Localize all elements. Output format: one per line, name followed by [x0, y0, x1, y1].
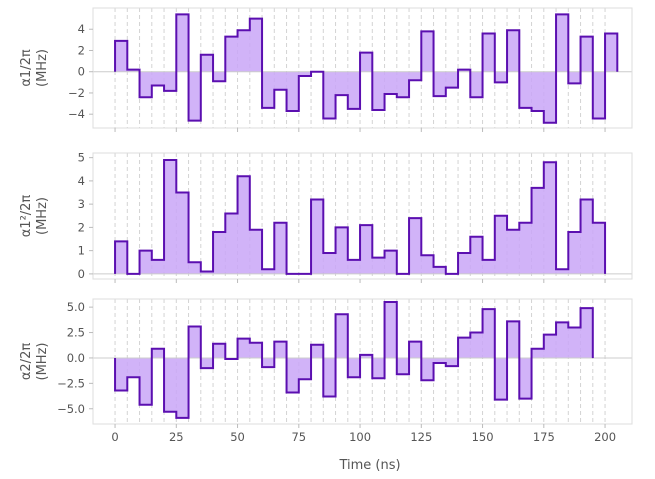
y-tick-label: 3	[78, 197, 85, 211]
y-tick-label: 2	[78, 220, 85, 234]
x-tick-label: 0	[111, 430, 118, 444]
y-tick-label: 2.5	[67, 326, 85, 340]
x-tick-label: 200	[594, 430, 616, 444]
y-tick-label: 0	[78, 267, 85, 281]
x-tick-label: 175	[533, 430, 555, 444]
y-tick-label: 0.0	[67, 351, 85, 365]
x-tick-label: 150	[472, 430, 494, 444]
y-axis-label: α1/2π	[19, 49, 34, 86]
x-tick-label: 75	[291, 430, 306, 444]
panel-2: 0 1 2 3 4 5 α1²/2π (MHz)	[19, 151, 633, 283]
y-tick-label: 4	[78, 22, 85, 36]
axes-frame	[92, 152, 633, 280]
series-fill	[115, 302, 593, 418]
y-tick-label: 2	[78, 43, 85, 57]
series-fill	[115, 14, 618, 123]
y-tick-label: 4	[78, 174, 85, 188]
y-axis-label: α2/2π	[19, 343, 34, 380]
panel-1: −4 −2 0 2 4 α1/2π (MHz)	[19, 7, 633, 132]
y-tick-label: 5	[78, 151, 85, 165]
y-tick-label: −5.0	[57, 402, 85, 416]
y-tick-label: 0	[78, 65, 85, 79]
x-tick-label: 125	[410, 430, 432, 444]
x-tick-label: 100	[349, 430, 371, 444]
x-axis-label: Time (ns)	[338, 458, 400, 473]
axes-frame	[92, 7, 633, 129]
y-tick-label: −4	[68, 107, 85, 121]
x-tick-label: 25	[169, 430, 184, 444]
series-line	[114, 301, 594, 419]
series-line	[114, 13, 619, 124]
series-line	[114, 158, 607, 275]
axes-frame	[92, 298, 633, 425]
y-axis-unit: (MHz)	[35, 343, 50, 381]
y-tick-label: 1	[78, 244, 85, 258]
y-axis-unit: (MHz)	[35, 197, 50, 235]
y-tick-label: −2	[68, 86, 85, 100]
y-axis-unit: (MHz)	[35, 49, 50, 87]
y-tick-label: 5.0	[67, 300, 85, 314]
y-axis-label: α1²/2π	[19, 195, 34, 238]
y-tick-label: −2.5	[57, 376, 85, 390]
panel-3: −5.0 −2.5 0.0 2.5 5.0 0 25 50 75 100 125 150 175 200 α…	[19, 298, 633, 444]
x-tick-label: 50	[230, 430, 245, 444]
